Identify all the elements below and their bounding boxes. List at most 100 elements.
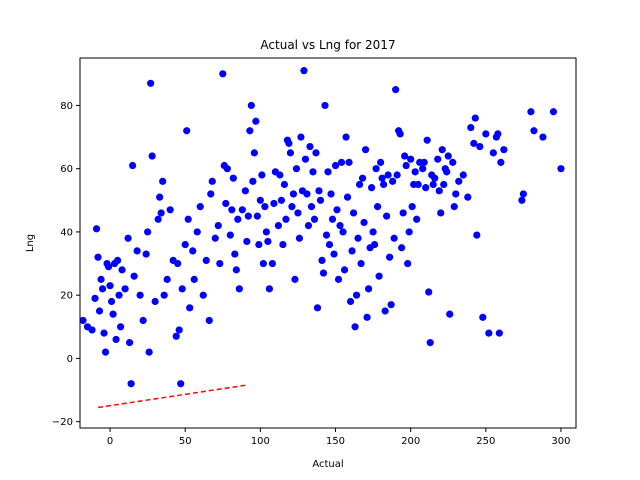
data-point: [407, 155, 415, 163]
fit-line-layer: [97, 384, 246, 409]
x-axis-label: Actual: [312, 459, 343, 470]
data-point: [285, 139, 293, 147]
data-point: [330, 250, 338, 258]
data-point: [340, 266, 349, 274]
data-point: [303, 190, 311, 198]
data-point: [392, 86, 400, 94]
data-point: [276, 171, 284, 179]
data-point: [434, 155, 442, 163]
data-point: [443, 168, 451, 176]
x-tick-label: 0: [107, 436, 113, 447]
data-point: [256, 196, 264, 204]
data-point: [396, 130, 404, 138]
data-point: [261, 203, 269, 211]
data-point: [112, 335, 120, 344]
data-point: [232, 266, 240, 274]
x-tick-label: 250: [476, 436, 495, 447]
data-point: [116, 323, 125, 331]
data-point: [384, 171, 392, 179]
data-point: [253, 212, 261, 220]
data-point: [312, 149, 320, 157]
data-point: [449, 158, 457, 166]
data-point: [438, 146, 446, 154]
data-point: [539, 133, 547, 141]
data-point: [208, 177, 216, 185]
data-point: [318, 256, 326, 264]
data-point: [419, 165, 427, 173]
data-point: [464, 193, 472, 201]
data-point: [322, 231, 331, 239]
data-point: [154, 215, 162, 223]
data-point: [292, 165, 301, 173]
data-point: [327, 190, 335, 198]
fit-line: [97, 384, 246, 409]
data-point: [118, 266, 126, 274]
data-point: [306, 142, 314, 151]
data-point: [471, 114, 479, 122]
data-point: [422, 184, 430, 192]
data-point: [241, 187, 249, 195]
data-point: [196, 203, 204, 211]
data-point: [148, 152, 156, 160]
data-point: [408, 203, 416, 211]
data-point: [98, 285, 107, 293]
data-point: [343, 193, 352, 201]
data-point: [139, 316, 147, 325]
data-point: [109, 310, 117, 318]
data-point: [136, 291, 144, 299]
data-point: [367, 184, 376, 192]
data-point: [92, 225, 101, 233]
data-point: [423, 136, 431, 144]
plot-frame: [79, 57, 577, 429]
data-point: [435, 187, 443, 195]
data-point: [291, 275, 299, 283]
data-point: [106, 282, 114, 290]
data-point: [127, 380, 135, 388]
data-point: [495, 329, 503, 337]
data-point: [234, 215, 242, 223]
x-tick-label: 200: [401, 436, 420, 447]
data-point: [497, 158, 505, 166]
data-point: [467, 123, 475, 132]
data-point: [346, 297, 355, 306]
data-point: [351, 323, 359, 331]
data-point: [357, 259, 365, 268]
data-point: [325, 240, 334, 249]
y-tick-label: 80: [60, 101, 73, 112]
data-point: [355, 180, 364, 189]
data-point: [393, 171, 401, 179]
data-point: [473, 231, 481, 239]
data-point: [156, 193, 164, 201]
data-point: [289, 190, 298, 198]
x-tick-label: 100: [251, 436, 270, 447]
data-point: [333, 206, 341, 214]
data-point: [166, 206, 174, 214]
data-point: [184, 215, 192, 223]
data-point: [282, 215, 290, 223]
data-point: [268, 259, 276, 268]
data-point: [352, 291, 361, 299]
data-point: [485, 329, 493, 337]
data-point: [349, 209, 358, 217]
data-point: [369, 228, 377, 236]
data-point: [316, 196, 325, 204]
data-point: [222, 199, 230, 208]
data-point: [387, 301, 395, 309]
data-point: [378, 174, 386, 182]
data-point: [288, 203, 296, 211]
data-point: [145, 348, 153, 356]
data-point: [383, 212, 391, 220]
data-point: [402, 161, 410, 170]
data-point: [450, 203, 458, 211]
data-point: [115, 291, 123, 299]
data-point: [286, 149, 295, 157]
data-point: [174, 259, 182, 268]
data-point: [414, 180, 422, 189]
data-point: [279, 240, 287, 249]
data-point: [147, 79, 155, 87]
y-axis-ticks: −20 0 20 40 60 80: [52, 101, 80, 428]
data-point: [247, 101, 255, 110]
data-point: [440, 180, 448, 189]
data-point: [399, 209, 407, 217]
data-point: [294, 209, 302, 217]
